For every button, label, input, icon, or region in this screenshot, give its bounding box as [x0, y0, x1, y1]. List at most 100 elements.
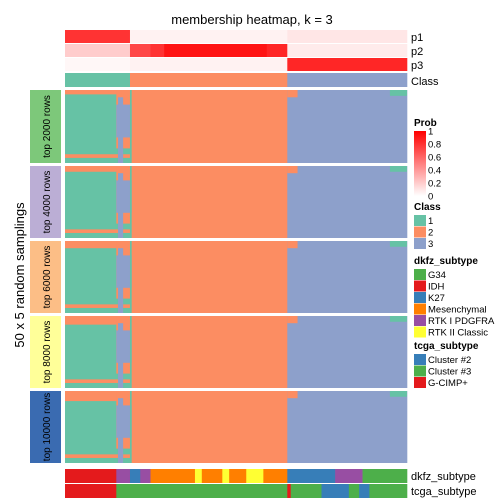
- sampling-block-bar: [30, 391, 61, 463]
- chart-title: membership heatmap, k = 3: [171, 12, 333, 27]
- annotation-track-cell: [321, 484, 350, 498]
- heatmap-cell: [129, 241, 288, 313]
- tcga-subtype-legend-swatch: [414, 365, 426, 377]
- heatmap-streak: [389, 316, 407, 322]
- dkfz-subtype-legend-title: dkfz_subtype: [414, 256, 478, 267]
- heatmap-streak: [129, 316, 132, 388]
- dkfz-subtype-legend-label: K27: [428, 293, 445, 304]
- dkfz-subtype-legend-label: RTK I PDGFRA: [428, 316, 495, 327]
- heatmap-streak: [65, 166, 130, 172]
- class-legend-label: 2: [428, 228, 433, 239]
- prob-track-cell: [65, 30, 131, 43]
- sampling-block-label: top 2000 rows: [42, 95, 53, 158]
- heatmap-streak: [287, 241, 298, 249]
- heatmap-cell: [129, 90, 288, 163]
- annotation-track-cell: [116, 469, 131, 483]
- prob-track-cell: [287, 30, 408, 43]
- dkfz-subtype-legend-label: RTK II Classic: [428, 328, 488, 339]
- heatmap-streak: [287, 166, 298, 174]
- sampling-block-label: top 10000 rows: [42, 393, 53, 461]
- prob-track-cell: [65, 44, 131, 57]
- dkfz-subtype-legend-label: G34: [428, 270, 446, 281]
- sampling-block-bar: [30, 316, 61, 388]
- heatmap-streak: [389, 391, 407, 397]
- heatmap-streak: [129, 241, 132, 313]
- heatmap-streak: [129, 166, 132, 238]
- class-track-label: Class: [411, 76, 439, 88]
- prob-tick-label: 0.2: [428, 179, 441, 190]
- prob-gradient-bar: [414, 131, 426, 196]
- heatmap-cell: [129, 316, 288, 388]
- heatmap-cell: [287, 90, 408, 163]
- tcga-subtype-legend-label: Cluster #3: [428, 367, 471, 378]
- dkfz-subtype-legend-swatch: [414, 269, 426, 280]
- heatmap-streak: [65, 304, 130, 308]
- tcga-subtype-legend-label: G-CIMP+: [428, 378, 468, 389]
- class-legend-swatch: [414, 215, 426, 226]
- sampling-block-labels: top 2000 rows top 4000 rows top 6000 rows t…: [30, 90, 61, 463]
- dkfz-subtype-legend-swatch: [414, 315, 426, 326]
- prob-track-label: p2: [411, 46, 423, 58]
- heatmap-streak: [129, 90, 132, 163]
- dkfz-subtype-legend-label: IDH: [428, 282, 445, 293]
- annotation-tracks: dkfz_subtype tcga_subtype: [65, 469, 476, 498]
- tcga-subtype-legend-title: tcga_subtype: [414, 341, 479, 352]
- annotation-track-cell: [335, 469, 363, 483]
- sampling-block-label: top 6000 rows: [42, 246, 53, 309]
- annotation-track-cell: [359, 484, 370, 498]
- heatmap-streak: [65, 391, 130, 402]
- heatmap-cell: [287, 316, 408, 388]
- annotation-track-cell: [129, 469, 141, 483]
- prob-track-cell: [150, 44, 165, 57]
- sampling-block-bar: [30, 166, 61, 238]
- class-track-cell: [287, 73, 408, 87]
- heatmap-cell: [287, 241, 408, 313]
- sampling-block-label: top 8000 rows: [42, 321, 53, 384]
- annotation-track-label: tcga_subtype: [411, 486, 476, 498]
- dkfz-subtype-legend-swatch: [414, 326, 426, 338]
- heatmap-streak: [65, 154, 130, 158]
- prob-track-cell: [129, 30, 288, 43]
- heatmap-streak: [287, 90, 298, 98]
- prob-track-label: p1: [411, 32, 423, 44]
- heatmap-streak: [389, 90, 407, 96]
- prob-track-cell: [164, 44, 268, 57]
- annotation-track-cell: [287, 484, 292, 498]
- heatmap-cell: [287, 391, 408, 463]
- annotation-track-cell: [140, 469, 151, 483]
- prob-track-cell: [287, 44, 408, 57]
- dkfz-subtype-legend-swatch: [414, 292, 426, 303]
- class-track-cell: [129, 73, 288, 87]
- class-legend-title: Class: [414, 202, 441, 213]
- class-legend-label: 1: [428, 216, 433, 227]
- heatmap-streak: [389, 166, 407, 172]
- sampling-block-label: top 4000 rows: [42, 171, 53, 234]
- prob-tick-label: 1: [428, 127, 433, 138]
- heatmap-cell: [287, 166, 408, 238]
- heatmap-streak: [65, 241, 130, 249]
- heatmap-streak: [116, 405, 132, 438]
- heatmap-streak: [116, 255, 132, 288]
- heatmap-streak: [65, 316, 130, 325]
- prob-track-cell: [65, 58, 131, 71]
- prob-track-cell: [266, 44, 288, 57]
- annotation-track-cell: [229, 469, 247, 483]
- heatmap-streak: [65, 454, 130, 458]
- class-legend-label: 3: [428, 239, 433, 250]
- annotation-track-cell: [369, 484, 408, 498]
- annotation-track-cell: [194, 469, 203, 483]
- prob-tick-label: 0: [428, 192, 433, 203]
- heatmap-streak: [116, 104, 132, 138]
- prob-track-cell: [129, 58, 288, 71]
- annotation-track-cell: [290, 484, 322, 498]
- heatmap-cell: [129, 391, 288, 463]
- class-legend-swatch: [414, 226, 426, 238]
- class-track-cell: [65, 73, 131, 87]
- heatmap-streak: [287, 391, 298, 399]
- dkfz-subtype-legend-swatch: [414, 303, 426, 315]
- sampling-block-bar: [30, 241, 61, 313]
- annotation-track-cell: [348, 484, 360, 498]
- annotation-track-label: dkfz_subtype: [411, 471, 476, 483]
- annotation-track-cell: [65, 469, 117, 483]
- heatmap-streak: [287, 316, 298, 324]
